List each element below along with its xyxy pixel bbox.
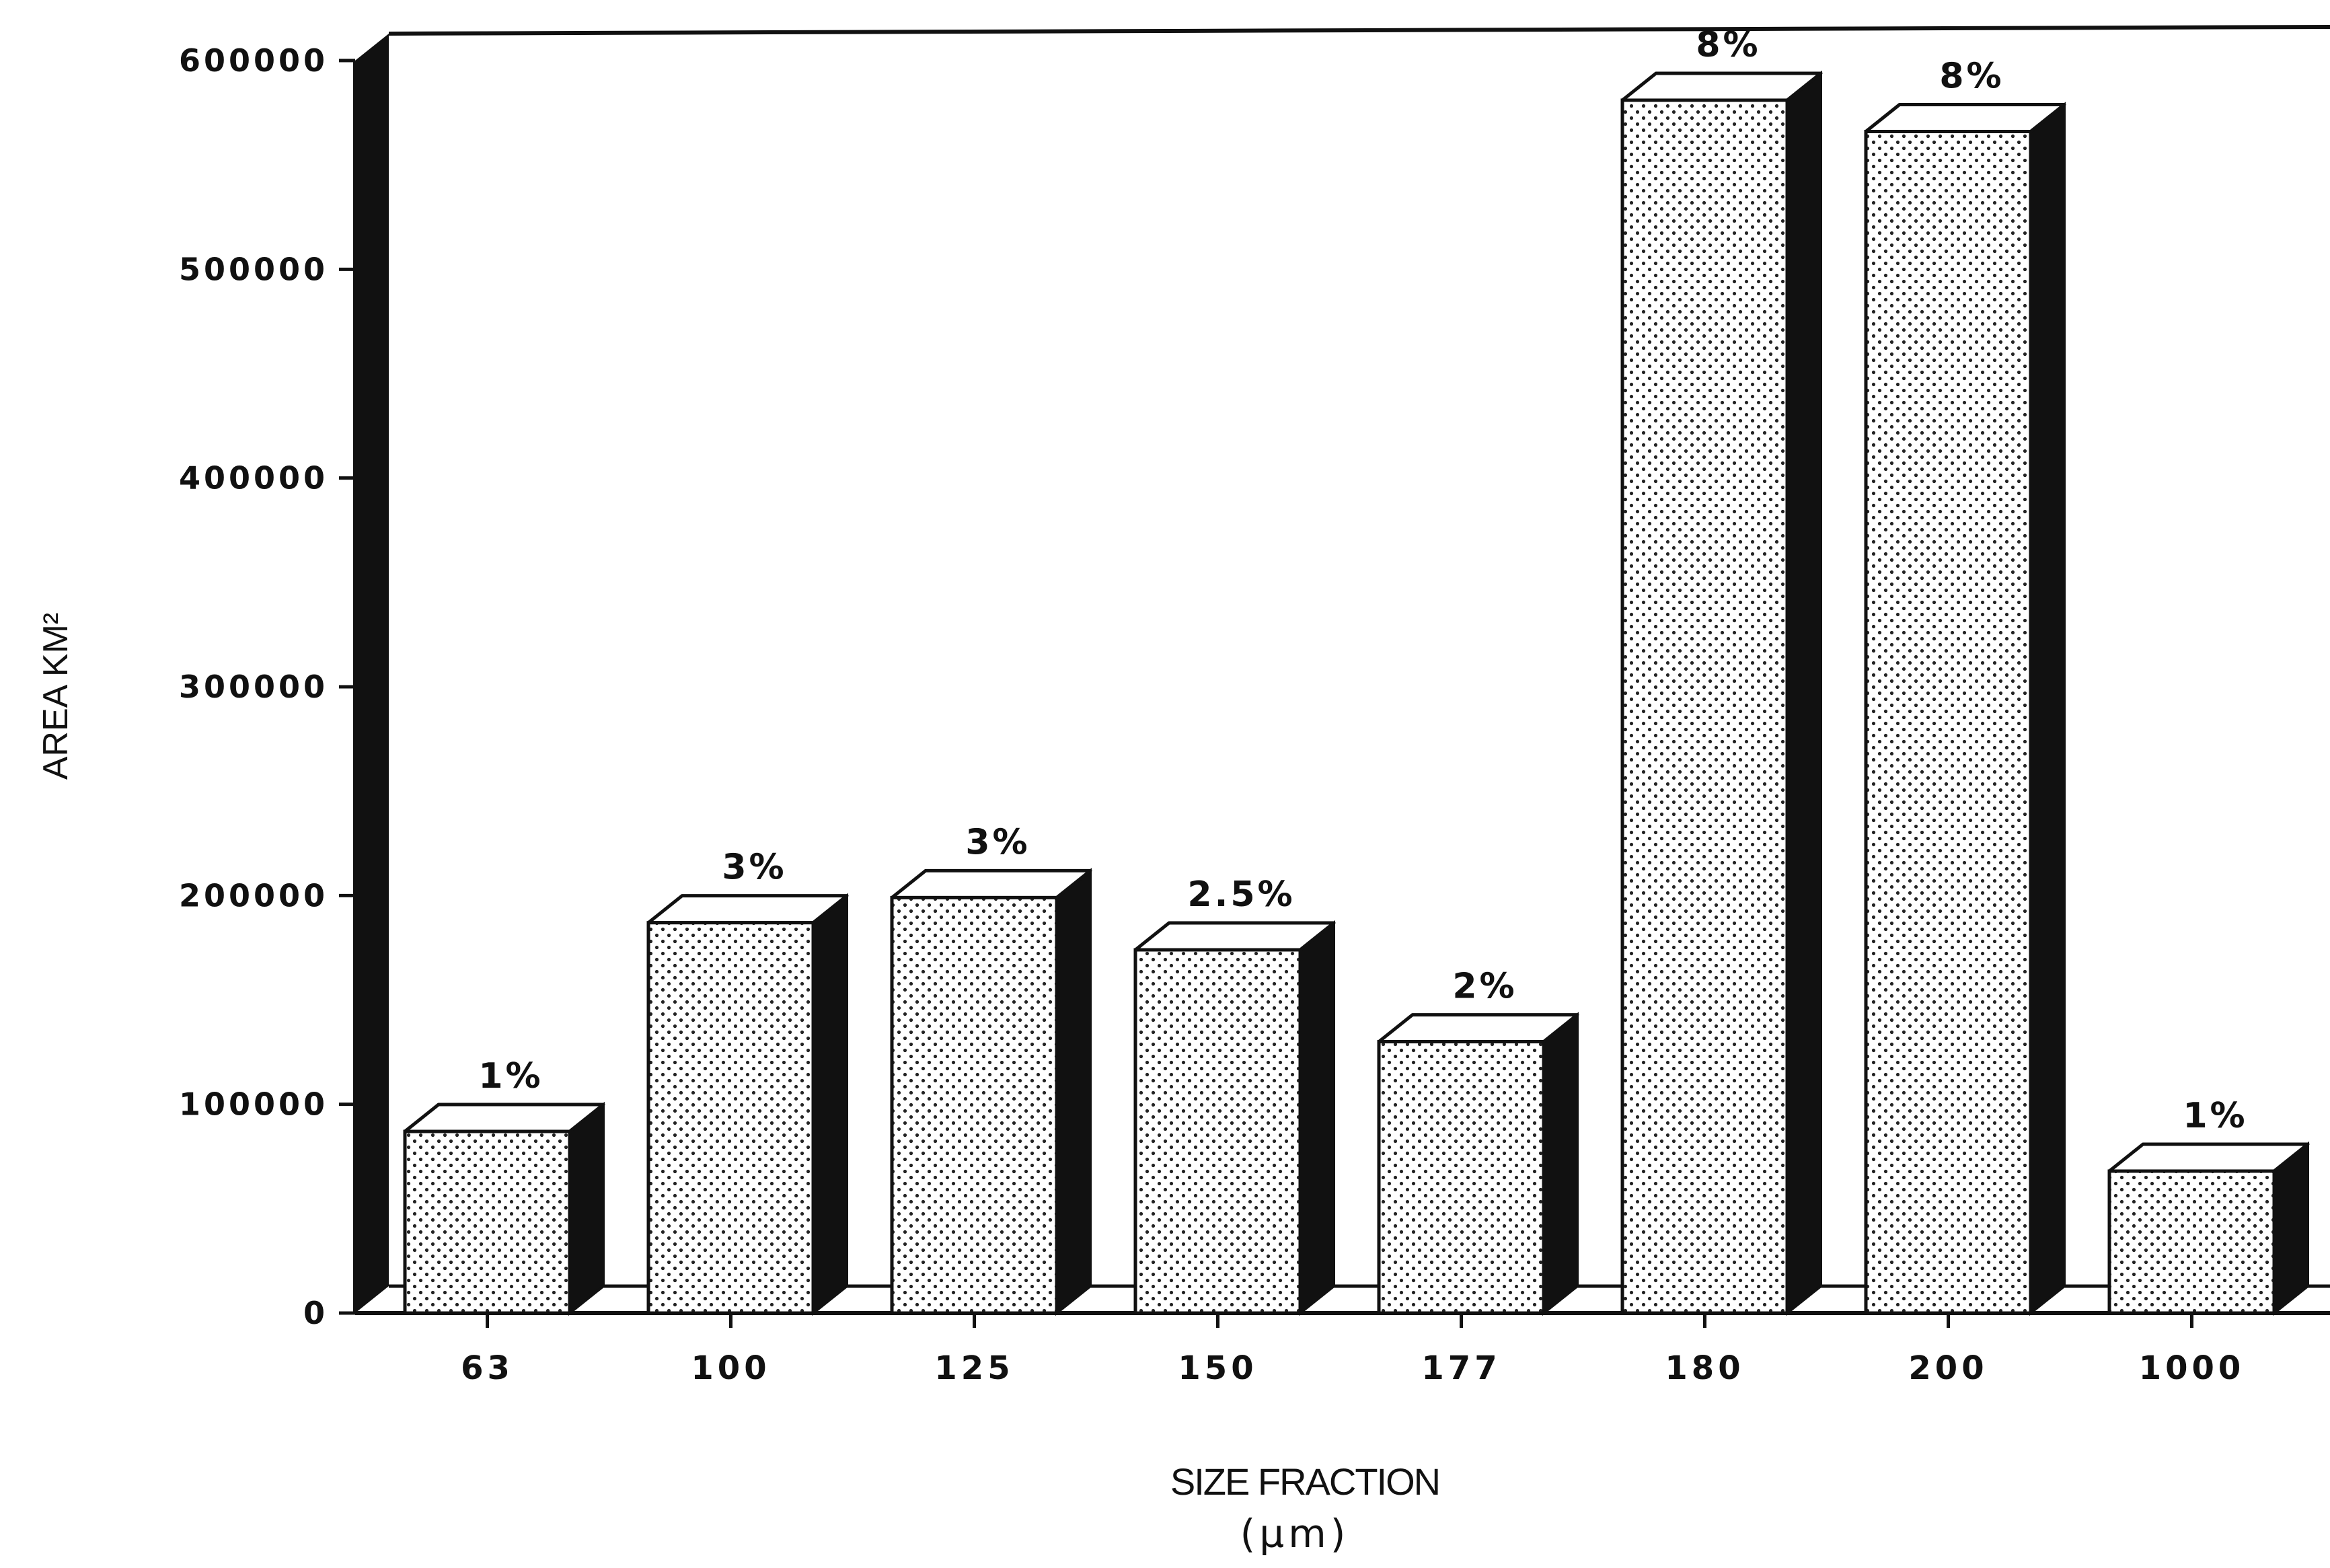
bar-side <box>1542 1012 1579 1316</box>
x-tick-label: 125 <box>934 1349 1014 1387</box>
x-tick-label: 1000 <box>2139 1349 2245 1387</box>
x-tick-label: 63 <box>461 1349 514 1387</box>
bar-200: 8% <box>1864 57 2066 1316</box>
y-tick-label: 0 <box>303 1295 328 1331</box>
bar-front <box>646 921 815 1315</box>
x-tick-label: 150 <box>1178 1349 1257 1387</box>
data-label: 1% <box>2183 1096 2247 1136</box>
x-axis-unit: (µm) <box>1240 1511 1350 1557</box>
left-wall <box>355 34 389 1313</box>
y-tick-label: 200000 <box>179 877 328 913</box>
back-wall-top <box>388 25 2330 36</box>
bar-177: 2% <box>1377 967 1579 1316</box>
data-label: 2.5% <box>1187 874 1295 915</box>
bar-side <box>1055 868 1092 1316</box>
y-tick-label: 500000 <box>179 251 328 287</box>
y-tick-label: 600000 <box>179 42 328 79</box>
bar-1000: 1% <box>2107 1096 2310 1316</box>
x-tick-label: 180 <box>1665 1349 1744 1387</box>
bar-top <box>646 894 849 925</box>
y-tick-label: 100000 <box>179 1086 328 1123</box>
bar-top <box>1620 71 1823 102</box>
data-label: 1% <box>478 1056 543 1096</box>
bar-side <box>812 893 848 1316</box>
bars: 1% 3% 3% 2.5% 2% 8% 8% 1% <box>403 25 2310 1316</box>
y-axis: 0 100000 200000 300000 400000 500000 600000 <box>179 42 357 1331</box>
bar-top <box>1133 921 1336 952</box>
data-label: 2% <box>1452 967 1517 1007</box>
bar-100: 3% <box>646 848 849 1316</box>
bar-125: 3% <box>890 822 1092 1316</box>
bar-front <box>1377 1040 1546 1315</box>
data-label: 3% <box>722 848 786 888</box>
bar-front <box>1133 948 1302 1315</box>
x-axis-label: SIZE FRACTION <box>1170 1460 1439 1503</box>
bar-front <box>403 1129 572 1315</box>
bar-side <box>568 1101 605 1316</box>
bar-side <box>2029 102 2066 1316</box>
bar-63: 1% <box>403 1056 605 1316</box>
bar-side <box>1299 920 1335 1316</box>
data-label: 8% <box>1696 25 1760 65</box>
bar-150: 2.5% <box>1133 874 1336 1316</box>
bar-side <box>1786 70 1822 1316</box>
bar-top <box>2107 1142 2310 1173</box>
bar-side <box>2273 1141 2309 1316</box>
y-axis-label: AREA KM² <box>36 613 75 780</box>
bar-top <box>403 1103 605 1133</box>
bar-front <box>890 895 1059 1315</box>
data-label: 3% <box>965 822 1030 862</box>
bar-top <box>1377 1013 1579 1044</box>
y-tick-label: 400000 <box>179 460 328 496</box>
x-axis: 63 100 125 150 177 180 200 1000 <box>461 1313 2245 1387</box>
bar-front <box>1864 130 2033 1315</box>
bar-top <box>1864 103 2066 134</box>
x-tick-label: 100 <box>691 1349 770 1387</box>
x-tick-label: 177 <box>1421 1349 1501 1387</box>
bar-top <box>890 868 1092 899</box>
bar-180: 8% <box>1620 25 1823 1316</box>
x-tick-label: 200 <box>1908 1349 1988 1387</box>
bar-front <box>2107 1169 2276 1315</box>
y-tick-label: 300000 <box>179 669 328 705</box>
bar-front <box>1620 98 1789 1315</box>
data-label: 8% <box>1939 57 2004 97</box>
